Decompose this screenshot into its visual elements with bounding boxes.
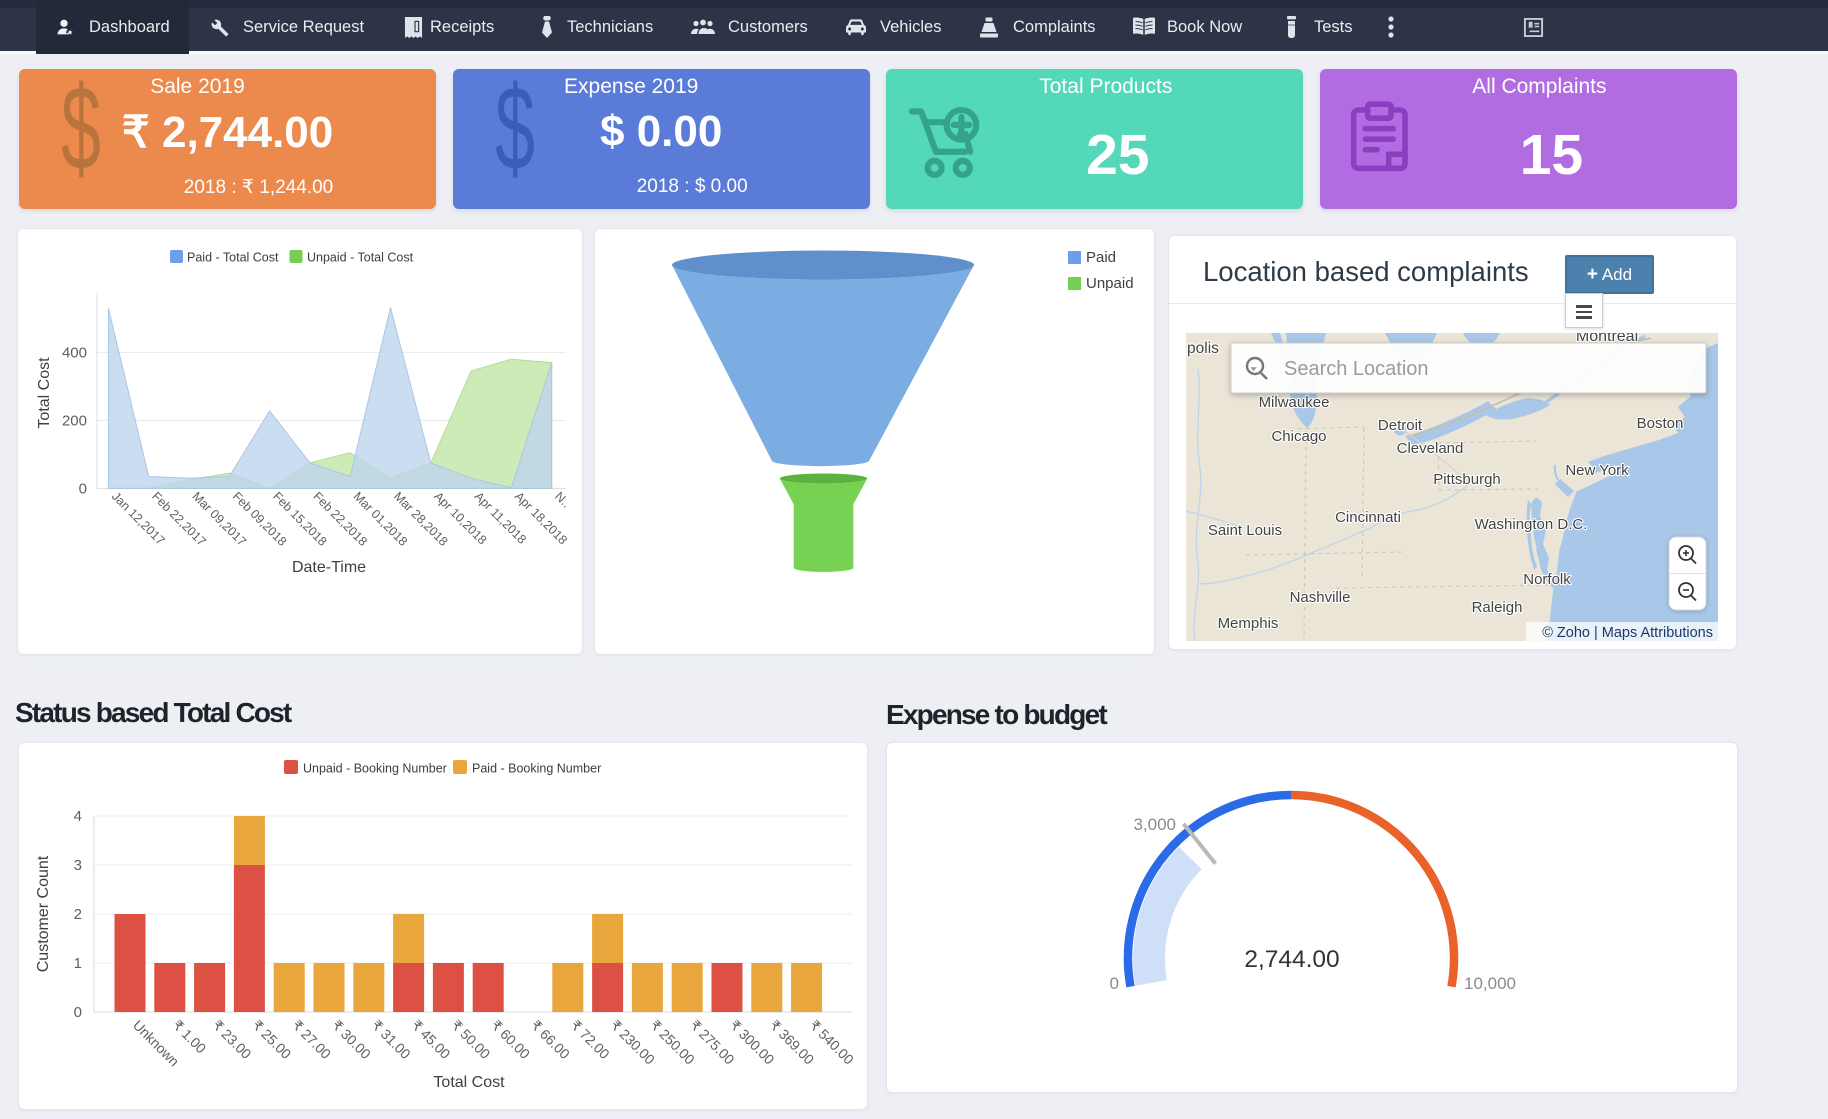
svg-text:Unpaid - Booking Number: Unpaid - Booking Number	[303, 762, 447, 776]
svg-text:2: 2	[74, 906, 82, 923]
svg-text:3,000: 3,000	[1133, 815, 1176, 834]
svg-text:Customer Count: Customer Count	[35, 855, 52, 972]
svg-text:Detroit: Detroit	[1378, 417, 1423, 434]
svg-text:₹ 60.00: ₹ 60.00	[488, 1017, 533, 1062]
svg-text:Chicago: Chicago	[1271, 428, 1326, 445]
svg-text:₹ 31.00: ₹ 31.00	[369, 1017, 414, 1062]
svg-text:₹ 25.00: ₹ 25.00	[249, 1017, 294, 1062]
svg-text:4: 4	[74, 808, 82, 825]
svg-text:Boston: Boston	[1637, 415, 1684, 432]
svg-text:2,744.00: 2,744.00	[1244, 946, 1339, 973]
svg-text:₹ 30.00: ₹ 30.00	[329, 1017, 374, 1062]
svg-text:Cleveland: Cleveland	[1397, 440, 1464, 457]
svg-text:Saint Louis: Saint Louis	[1208, 522, 1282, 539]
svg-text:₹ 23.00: ₹ 23.00	[209, 1017, 254, 1062]
svg-text:10,000: 10,000	[1464, 974, 1516, 993]
svg-text:Total Cost: Total Cost	[36, 357, 53, 429]
svg-text:Date-Time: Date-Time	[292, 559, 366, 576]
svg-text:Paid - Total Cost: Paid - Total Cost	[187, 251, 279, 265]
svg-text:400: 400	[62, 344, 87, 361]
svg-text:N..: N..	[552, 489, 573, 510]
svg-text:Norfolk: Norfolk	[1523, 571, 1571, 588]
svg-text:Unpaid: Unpaid	[1086, 275, 1134, 292]
svg-text:Raleigh: Raleigh	[1472, 599, 1523, 616]
svg-text:₹ 540.00: ₹ 540.00	[806, 1017, 857, 1068]
svg-text:Paid - Booking Number: Paid - Booking Number	[472, 762, 601, 776]
svg-text:Milwaukee: Milwaukee	[1259, 394, 1330, 411]
svg-text:0: 0	[1110, 974, 1119, 993]
svg-text:3: 3	[74, 857, 82, 874]
svg-text:₹ 66.00: ₹ 66.00	[528, 1017, 573, 1062]
svg-text:© Zoho | Maps Attributions: © Zoho | Maps Attributions	[1542, 625, 1713, 641]
svg-text:Total Cost: Total Cost	[433, 1074, 505, 1091]
svg-text:200: 200	[62, 412, 87, 429]
svg-text:0: 0	[74, 1004, 82, 1021]
svg-text:New York: New York	[1565, 462, 1629, 479]
svg-text:Unpaid - Total Cost: Unpaid - Total Cost	[307, 251, 414, 265]
svg-text:₹ 50.00: ₹ 50.00	[448, 1017, 493, 1062]
svg-text:Memphis: Memphis	[1218, 615, 1279, 632]
svg-text:Washington D.C.: Washington D.C.	[1475, 516, 1588, 533]
svg-text:Nashville: Nashville	[1290, 589, 1351, 606]
svg-text:polis: polis	[1187, 340, 1219, 357]
svg-text:Cincinnati: Cincinnati	[1335, 509, 1401, 526]
svg-text:1: 1	[74, 955, 82, 972]
svg-text:Pittsburgh: Pittsburgh	[1433, 471, 1501, 488]
svg-text:Paid: Paid	[1086, 249, 1116, 266]
svg-text:₹ 72.00: ₹ 72.00	[568, 1017, 613, 1062]
svg-text:0: 0	[79, 480, 87, 497]
svg-text:₹ 45.00: ₹ 45.00	[408, 1017, 453, 1062]
svg-text:Search Location: Search Location	[1284, 358, 1429, 380]
svg-text:₹ 27.00: ₹ 27.00	[289, 1017, 334, 1062]
